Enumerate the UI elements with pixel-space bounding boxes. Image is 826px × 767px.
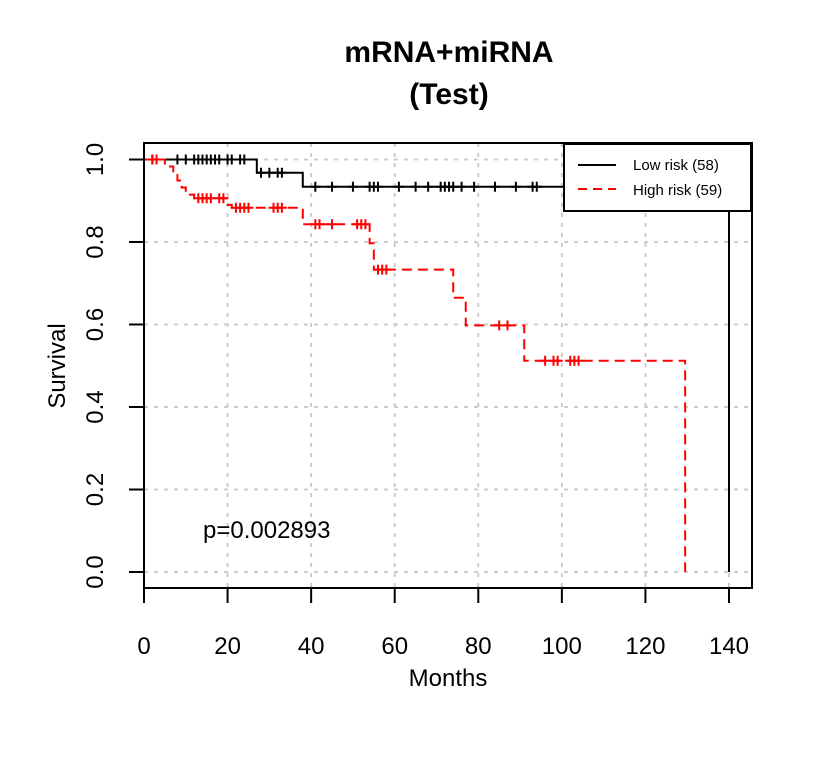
censor-mark-high-risk-7 (218, 193, 229, 204)
censor-mark-high-risk-17 (327, 219, 338, 230)
censor-mark-low-risk-14 (256, 167, 267, 178)
censor-mark-low-risk-20 (347, 181, 358, 192)
censor-mark-high-risk-14 (276, 202, 287, 213)
censor-mark-low-risk-26 (423, 181, 434, 192)
curve-high-risk (144, 158, 687, 572)
x-tick-label-6: 120 (625, 633, 665, 660)
legend-label-low-risk: Low risk (58) (633, 157, 719, 174)
curve-low-risk (144, 158, 731, 572)
censor-mark-high-risk-28 (552, 355, 563, 366)
legend-label-high-risk: High risk (59) (633, 182, 722, 199)
censor-mark-low-risk-2 (180, 154, 191, 165)
censor-mark-high-risk-24 (494, 320, 505, 331)
censor-mark-high-risk-25 (502, 320, 513, 331)
censor-mark-low-risk-33 (490, 181, 501, 192)
censor-mark-low-risk-32 (469, 181, 480, 192)
censor-mark-low-risk-15 (264, 167, 275, 178)
censor-mark-high-risk-31 (573, 355, 584, 366)
censor-mark-low-risk-30 (448, 181, 459, 192)
legend-box (563, 143, 752, 212)
censor-mark-low-risk-13 (239, 154, 250, 165)
x-tick-label-1: 20 (214, 633, 241, 660)
x-tick-label-7: 140 (709, 633, 749, 660)
x-tick-label-3: 60 (381, 633, 408, 660)
chart-title-line-1: mRNA+miRNA (344, 36, 553, 69)
x-tick-label-0: 0 (137, 633, 150, 660)
y-tick-label-0: 0.0 (82, 555, 109, 588)
censor-mark-high-risk-5 (205, 193, 216, 204)
censor-mark-low-risk-11 (226, 154, 237, 165)
censor-mark-low-risk-17 (276, 167, 287, 178)
censor-mark-low-risk-36 (531, 181, 542, 192)
legend: Low risk (58) High risk (59) (563, 143, 752, 212)
censor-mark-high-risk-1 (151, 154, 162, 165)
censor-mark-low-risk-25 (410, 181, 421, 192)
p-value-annotation: p=0.002893 (203, 517, 330, 544)
censor-mark-low-risk-1 (172, 154, 183, 165)
series-layer (144, 154, 731, 572)
censor-mark-high-risk-23 (381, 264, 392, 275)
x-tick-label-5: 100 (542, 633, 582, 660)
censor-mark-low-risk-23 (373, 181, 384, 192)
x-axis: 0 20 40 60 80 100 120 140 (137, 587, 749, 660)
chart-title-line-2: (Test) (409, 78, 488, 111)
censor-mark-low-risk-34 (510, 181, 521, 192)
censor-mark-low-risk-9 (214, 154, 225, 165)
x-tick-label-4: 80 (465, 633, 492, 660)
censor-mark-low-risk-19 (327, 181, 338, 192)
censor-mark-high-risk-26 (540, 355, 551, 366)
x-tick-label-2: 40 (298, 633, 325, 660)
y-tick-label-5: 1.0 (82, 143, 109, 176)
censor-mark-high-risk-16 (314, 219, 325, 230)
censor-mark-high-risk-20 (360, 219, 371, 230)
censor-mark-low-risk-24 (393, 181, 404, 192)
y-axis-label: Survival (44, 323, 71, 408)
x-axis-label: Months (409, 665, 488, 692)
y-tick-label-3: 0.6 (82, 308, 109, 341)
y-tick-label-1: 0.2 (82, 473, 109, 506)
y-tick-label-4: 0.8 (82, 225, 109, 258)
censor-mark-low-risk-31 (456, 181, 467, 192)
censor-mark-low-risk-18 (310, 181, 321, 192)
y-tick-label-2: 0.4 (82, 390, 109, 423)
y-axis: 0.0 0.2 0.4 0.6 0.8 1.0 (82, 143, 145, 589)
censor-mark-high-risk-11 (243, 202, 254, 213)
